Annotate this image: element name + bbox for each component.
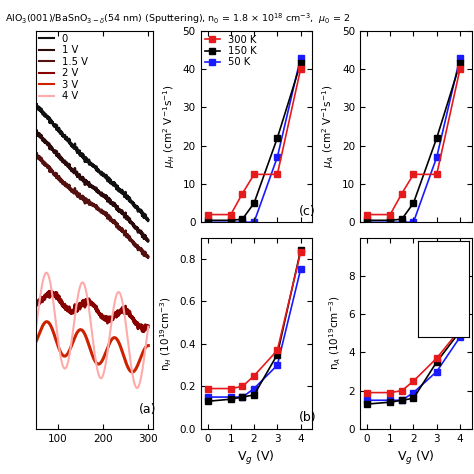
Legend: 0, 1 V, 1.5 V, 2 V, 3 V, 4 V: 0, 1 V, 1.5 V, 2 V, 3 V, 4 V xyxy=(37,33,89,102)
Y-axis label: $\mu_H$ (cm$^2$ V$^{-1}$s$^{-1}$): $\mu_H$ (cm$^2$ V$^{-1}$s$^{-1}$) xyxy=(161,85,177,168)
Text: (a): (a) xyxy=(139,403,156,416)
X-axis label: V$_g$ (V): V$_g$ (V) xyxy=(397,449,435,467)
Text: (c): (c) xyxy=(299,205,316,218)
X-axis label: V$_g$ (V): V$_g$ (V) xyxy=(237,449,275,467)
Legend: 300 K, 150 K, 50 K: 300 K, 150 K, 50 K xyxy=(203,34,257,68)
Y-axis label: n$_A$ (10$^{19}$cm$^{-3}$): n$_A$ (10$^{19}$cm$^{-3}$) xyxy=(328,296,343,370)
Y-axis label: n$_H$ (10$^{19}$cm$^{-3}$): n$_H$ (10$^{19}$cm$^{-3}$) xyxy=(158,296,173,371)
Text: (b): (b) xyxy=(299,411,317,424)
Y-axis label: $\mu_A$ (cm$^2$ V$^{-1}$s$^{-1}$): $\mu_A$ (cm$^2$ V$^{-1}$s$^{-1}$) xyxy=(320,85,337,168)
Text: AlO$_3$(001)/BaSnO$_{3-\delta}$(54 nm) (Sputtering), n$_0$ = 1.8 $\times$ 10$^{1: AlO$_3$(001)/BaSnO$_{3-\delta}$(54 nm) (… xyxy=(5,12,350,27)
